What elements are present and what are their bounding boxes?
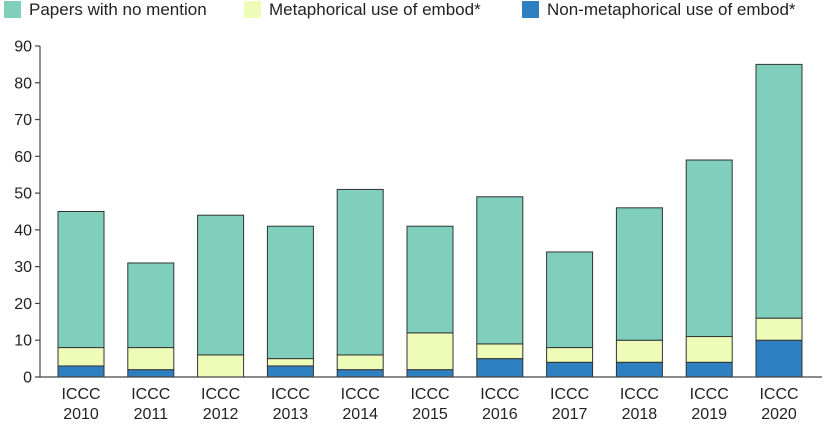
bar-segment [546, 361, 594, 378]
x-tick-label: ICCC [620, 386, 659, 403]
bar-segment [406, 332, 454, 371]
x-tick-label: ICCC [480, 386, 519, 403]
x-tick-label: ICCC [550, 386, 589, 403]
bar-segment [57, 347, 105, 367]
x-tick-label: 2014 [342, 406, 378, 423]
bar-segment [127, 347, 175, 371]
bar-segment [615, 207, 663, 341]
y-tick-label: 40 [14, 222, 32, 239]
y-tick-label: 0 [23, 370, 32, 387]
x-tick-label: ICCC [759, 386, 798, 403]
x-tick-label: ICCC [131, 386, 170, 403]
y-tick-label: 50 [14, 186, 32, 203]
x-tick-label: 2011 [134, 406, 169, 423]
bar-segment [476, 343, 524, 360]
x-tick-label: ICCC [61, 386, 100, 403]
y-tick-label: 80 [14, 75, 32, 92]
x-tick-label: 2016 [482, 406, 518, 423]
x-tick-label: 2017 [552, 406, 588, 423]
y-axis: 0 10 20 30 40 50 60 70 80 90 [14, 39, 41, 387]
x-tick-label: 2013 [273, 406, 309, 423]
x-tick-label: ICCC [410, 386, 449, 403]
legend: Papers with no mention Metaphorical use o… [4, 0, 796, 19]
bar-segment [476, 358, 524, 378]
bar-segment [615, 361, 663, 378]
bar-segment [406, 225, 454, 334]
x-axis: ICCC 2010 ICCC 2011 ICCC 2012 ICCC 2013 ICCC 2014… [40, 376, 822, 423]
bar-segment [546, 251, 594, 349]
bar-segment [755, 317, 803, 341]
bar-segment [266, 358, 314, 367]
y-tick-label: 60 [14, 149, 32, 166]
x-tick-label: ICCC [271, 386, 310, 403]
x-tick-label: 2020 [761, 406, 797, 423]
x-tick-label: 2015 [412, 406, 448, 423]
bar-segment [685, 336, 733, 363]
bar-segment [755, 63, 803, 319]
bar-segment [336, 354, 384, 371]
y-tick-label: 30 [14, 259, 32, 276]
y-tick-label: 90 [14, 39, 32, 56]
bar-segment [127, 369, 175, 378]
bar-segment [685, 159, 733, 338]
bar-segment [476, 196, 524, 345]
bar-segment [266, 365, 314, 378]
y-tick-label: 70 [14, 112, 32, 129]
bar-segment [197, 214, 245, 356]
bar-segment [546, 347, 594, 363]
x-tick-label: 2018 [622, 406, 658, 423]
legend-swatch-2 [522, 1, 539, 18]
x-tick-label: 2010 [63, 406, 99, 423]
bar-segment [615, 339, 663, 363]
bar-segment [266, 225, 314, 360]
bar-segment [685, 361, 733, 378]
y-tick-label: 10 [14, 333, 32, 350]
x-tick-label: ICCC [690, 386, 729, 403]
legend-swatch-0 [4, 1, 21, 18]
legend-label-0: Papers with no mention [29, 0, 207, 19]
x-tick-label: ICCC [201, 386, 240, 403]
bars [57, 63, 803, 378]
x-tick-label: 2019 [691, 406, 727, 423]
bar-segment [406, 369, 454, 378]
bar-segment [755, 339, 803, 378]
x-tick-label: ICCC [341, 386, 380, 403]
y-tick-label: 20 [14, 296, 32, 313]
bar-segment [57, 211, 105, 349]
x-tick-label: 2012 [203, 406, 239, 423]
legend-swatch-1 [244, 1, 261, 18]
bar-segment [197, 354, 245, 378]
bar-segment [127, 262, 175, 349]
bar-segment [57, 365, 105, 378]
bar-segment [336, 369, 384, 378]
bar-segment [336, 188, 384, 356]
legend-label-1: Metaphorical use of embod* [269, 0, 481, 19]
legend-label-2: Non-metaphorical use of embod* [547, 0, 796, 19]
